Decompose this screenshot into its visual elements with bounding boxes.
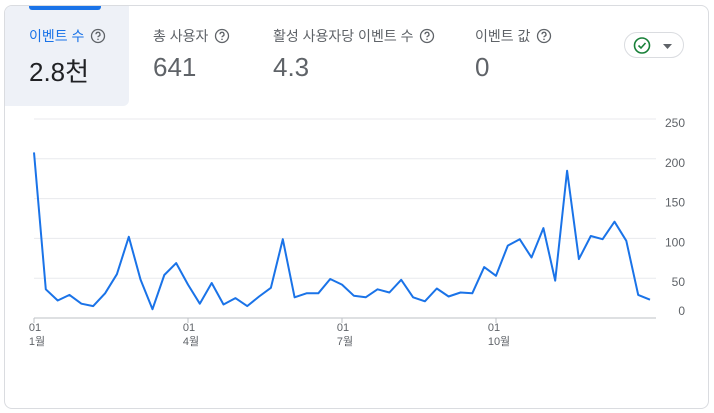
help-icon[interactable]	[90, 28, 106, 44]
help-icon[interactable]	[214, 28, 230, 44]
comparison-dropdown[interactable]	[624, 32, 684, 58]
metric-value: 641	[153, 52, 197, 82]
y-tick-label: 0	[678, 304, 685, 318]
metric-label: 이벤트 수	[29, 28, 85, 44]
y-tick-label: 100	[665, 235, 685, 249]
metric-label-row: 총 사용자	[153, 26, 249, 46]
y-tick-label: 200	[665, 156, 685, 170]
dropdown-icons	[633, 37, 672, 54]
x-tick-label: 01 1월	[28, 322, 46, 348]
metric-label: 총 사용자	[153, 28, 209, 44]
metric-value: 2.8천	[29, 57, 90, 87]
metric-label: 이벤트 값	[475, 28, 531, 44]
metric-label-row: 이벤트 값	[475, 26, 591, 46]
line	[33, 152, 651, 311]
metric-tab[interactable]: 이벤트 수 2.8천	[5, 6, 129, 106]
help-icon[interactable]	[419, 28, 435, 44]
metric-label-row: 이벤트 수	[29, 26, 129, 46]
y-tick-label: 150	[665, 196, 685, 210]
y-tick-label: 50	[672, 275, 686, 289]
metric-tab[interactable]: 활성 사용자당 이벤트 수 4.3	[249, 6, 449, 106]
metric-value: 0	[475, 52, 490, 82]
metric-tab[interactable]: 총 사용자 641	[129, 6, 249, 106]
y-tick-label: 250	[665, 116, 685, 130]
metric-value: 4.3	[273, 52, 310, 82]
metric-label: 활성 사용자당 이벤트 수	[273, 28, 414, 44]
metric-label-row: 활성 사용자당 이벤트 수	[273, 26, 449, 46]
x-tick-label: 01 7월	[336, 322, 354, 348]
help-icon[interactable]	[536, 28, 552, 44]
x-tick-label: 01 10월	[487, 322, 511, 348]
x-tick-label: 01 4월	[182, 322, 200, 348]
metric-tab[interactable]: 이벤트 값 0	[451, 6, 591, 106]
